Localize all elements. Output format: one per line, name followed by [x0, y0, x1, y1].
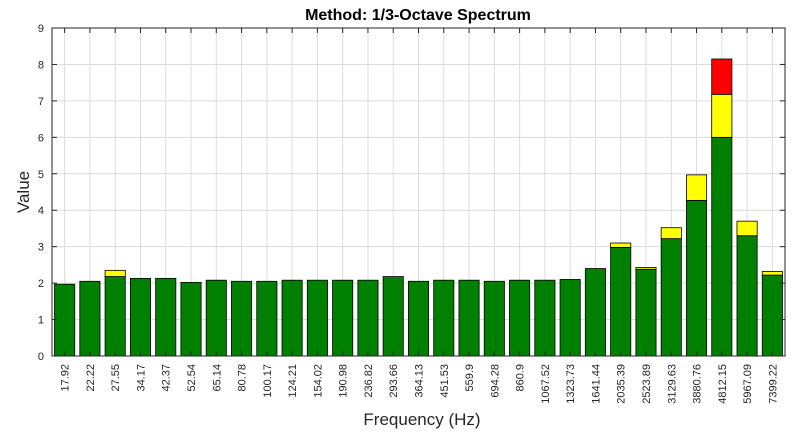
x-tick-label: 27.55: [110, 364, 122, 392]
bar-segment-green: [332, 279, 354, 357]
bar-segment-green: [155, 277, 177, 357]
bar-segment-green: [433, 279, 455, 357]
bar-segment-green: [660, 238, 682, 357]
bar-segment-green: [711, 136, 733, 357]
bar-segment-green: [281, 279, 303, 357]
x-tick-label: 364.13: [414, 364, 426, 398]
axis-ticks: 0 1 2 3 4 5 6 7 8 9 17.92 22.22 27.55 34.17 42.37 52.54…: [38, 23, 785, 404]
bar-segment-green: [509, 279, 531, 357]
bar-segment-yellow: [104, 269, 126, 277]
bar-segment-green: [407, 280, 430, 357]
y-tick-label: 7: [38, 96, 44, 108]
bar-segment-green: [686, 199, 708, 357]
bar-segment-yellow: [635, 267, 657, 270]
x-tick-label: 559.9: [464, 364, 476, 392]
x-tick-label: 190.98: [338, 364, 350, 398]
x-tick-label: 4812.15: [717, 364, 729, 404]
y-tick-label: 2: [38, 278, 44, 290]
bar-segment-green: [357, 279, 379, 357]
bar-segment-green: [231, 280, 253, 357]
bar-segment-green: [761, 274, 783, 357]
x-tick-label: 22.22: [85, 364, 97, 392]
bar-segment-yellow: [711, 93, 733, 138]
bar-segment-green: [483, 280, 505, 357]
x-tick-label: 1323.73: [565, 364, 577, 404]
bar-segment-green: [256, 280, 278, 357]
x-tick-label: 293.66: [388, 364, 400, 398]
bar-segment-green: [635, 268, 657, 357]
bar-segment-green: [205, 279, 227, 357]
x-tick-label: 17.92: [60, 364, 72, 392]
x-axis-title: Frequency (Hz): [363, 410, 480, 429]
x-tick-label: 694.28: [489, 364, 501, 398]
x-tick-label: 1641.44: [590, 364, 602, 404]
bar-segment-yellow: [761, 271, 783, 276]
x-tick-label: 2523.89: [641, 364, 653, 404]
bar-segment-green: [458, 279, 480, 357]
y-tick-label: 6: [38, 132, 44, 144]
bar-segment-green: [559, 279, 581, 357]
x-tick-label: 5967.09: [742, 364, 754, 404]
bar-segment-green: [534, 279, 556, 357]
x-tick-label: 80.78: [237, 364, 249, 392]
x-tick-label: 154.02: [312, 364, 324, 398]
x-tick-label: 34.17: [135, 364, 147, 392]
x-tick-label: 7399.22: [767, 364, 779, 404]
y-tick-label: 9: [38, 23, 44, 35]
bar-segment-red: [711, 58, 733, 95]
y-tick-label: 4: [38, 205, 44, 217]
bar-segment-yellow: [736, 220, 758, 237]
bar-segment-green: [382, 276, 404, 357]
bar-segment-green: [736, 235, 758, 357]
x-tick-label: 42.37: [161, 364, 173, 392]
y-tick-label: 5: [38, 169, 44, 181]
bar-segment-green: [584, 268, 606, 357]
x-tick-label: 124.21: [287, 364, 299, 398]
y-tick-label: 0: [38, 351, 44, 363]
bar-segment-green: [54, 283, 76, 357]
bar-segment-green: [610, 246, 632, 357]
x-tick-label: 1067.52: [540, 364, 552, 404]
bar-segment-yellow: [660, 227, 682, 240]
y-tick-label: 1: [38, 315, 44, 327]
bar-segment-green: [129, 277, 151, 357]
x-tick-label: 3129.63: [666, 364, 678, 404]
y-tick-label: 8: [38, 59, 44, 71]
y-axis-title: Value: [14, 171, 33, 213]
bar-segment-green: [104, 276, 126, 357]
x-tick-label: 3880.76: [692, 364, 704, 404]
x-tick-label: 860.9: [515, 364, 527, 392]
bar-segment-green: [79, 280, 101, 357]
y-tick-label: 3: [38, 242, 44, 254]
x-tick-label: 451.53: [439, 364, 451, 398]
x-tick-label: 100.17: [262, 364, 274, 398]
chart-title: Method: 1/3-Octave Spectrum: [305, 7, 531, 24]
x-tick-label: 236.82: [363, 364, 375, 398]
bar-segment-yellow: [686, 174, 708, 201]
bar-segment-yellow: [610, 242, 632, 248]
x-tick-label: 2035.39: [616, 364, 628, 404]
x-tick-label: 65.14: [211, 364, 223, 392]
bar-segment-green: [180, 281, 202, 357]
bar-segment-green: [306, 279, 328, 357]
x-tick-label: 52.54: [186, 364, 198, 392]
